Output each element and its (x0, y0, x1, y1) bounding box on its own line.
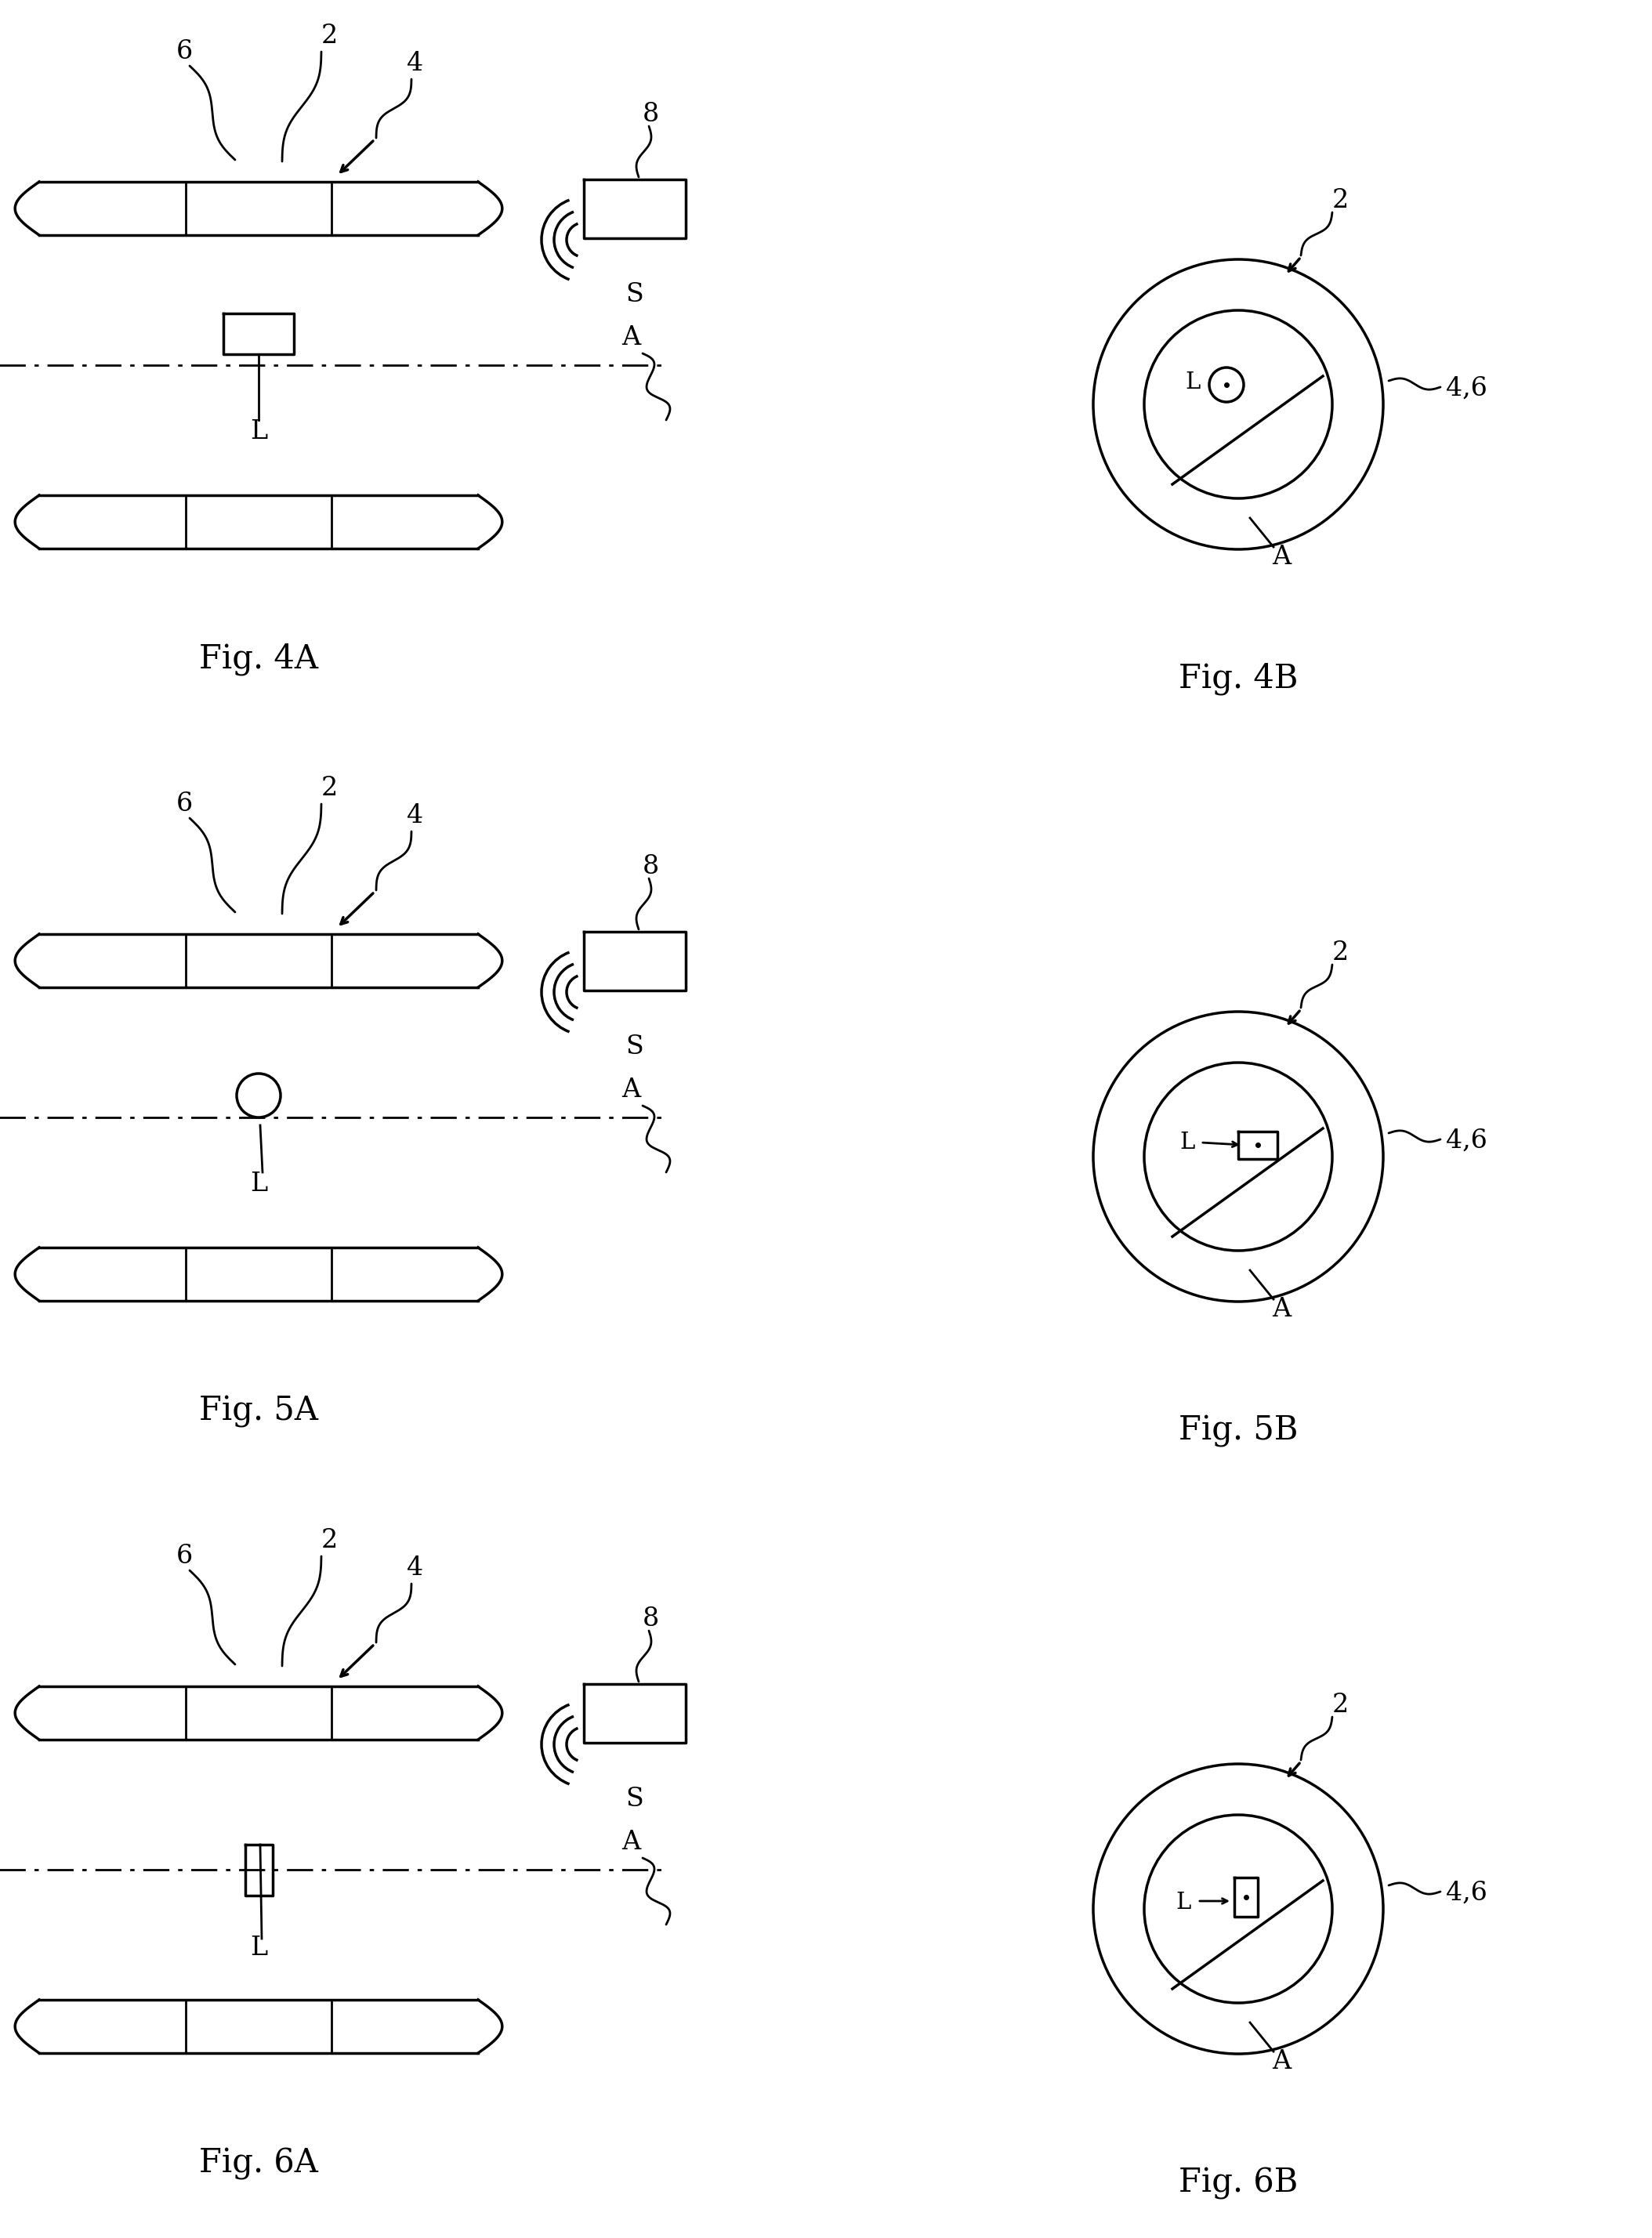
Text: 2: 2 (1332, 188, 1348, 213)
Text: L: L (249, 1170, 268, 1197)
Text: 4,6: 4,6 (1446, 1128, 1487, 1153)
Text: L: L (249, 1936, 268, 1960)
Text: 2: 2 (320, 25, 337, 49)
Text: Fig. 4A: Fig. 4A (198, 642, 319, 676)
Text: 4: 4 (406, 1555, 423, 1580)
Text: 2: 2 (320, 1529, 337, 1553)
Text: S: S (626, 1786, 644, 1813)
Text: A: A (621, 1831, 641, 1855)
Text: L: L (1180, 1132, 1194, 1153)
Text: 8: 8 (643, 855, 659, 880)
Text: A: A (1272, 2050, 1290, 2075)
Text: 4: 4 (406, 51, 423, 76)
Text: 2: 2 (320, 777, 337, 801)
Text: 2: 2 (1332, 940, 1348, 965)
Text: 4: 4 (406, 803, 423, 828)
Text: 4,6: 4,6 (1446, 376, 1487, 401)
Text: Fig. 5B: Fig. 5B (1178, 1414, 1298, 1448)
Text: L: L (1176, 1891, 1191, 1913)
Text: L: L (249, 419, 268, 445)
Text: L: L (1184, 372, 1201, 394)
Text: Fig. 6A: Fig. 6A (200, 2146, 319, 2180)
Text: 6: 6 (175, 1544, 193, 1569)
Text: S: S (626, 282, 644, 307)
Text: 8: 8 (643, 103, 659, 128)
Text: 4,6: 4,6 (1446, 1880, 1487, 1907)
Text: A: A (1272, 1296, 1290, 1323)
Text: 8: 8 (643, 1607, 659, 1632)
Text: S: S (626, 1034, 644, 1059)
Text: A: A (621, 1076, 641, 1103)
Text: Fig. 5A: Fig. 5A (198, 1394, 319, 1428)
Text: 6: 6 (175, 40, 193, 65)
Text: 2: 2 (1332, 1692, 1348, 1719)
Text: Fig. 6B: Fig. 6B (1178, 2166, 1298, 2200)
Text: Fig. 4B: Fig. 4B (1178, 662, 1298, 696)
Text: A: A (621, 325, 641, 351)
Text: 6: 6 (175, 792, 193, 817)
Text: A: A (1272, 544, 1290, 571)
